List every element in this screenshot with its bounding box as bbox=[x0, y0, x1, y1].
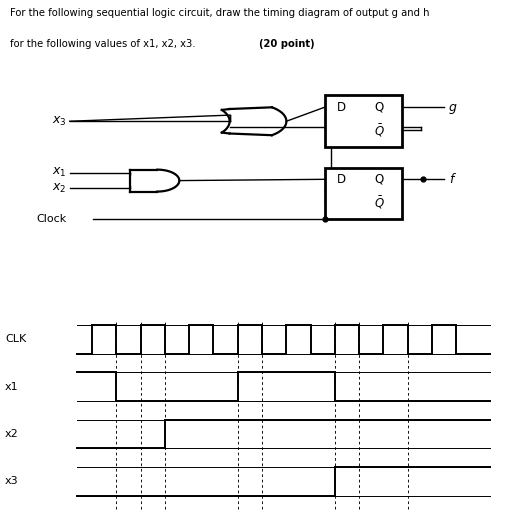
Text: g: g bbox=[449, 101, 457, 114]
Text: f: f bbox=[449, 173, 453, 186]
Bar bbox=[325, 95, 402, 147]
Text: (20 point): (20 point) bbox=[259, 39, 315, 49]
Text: $x_1$: $x_1$ bbox=[52, 166, 66, 180]
Text: D: D bbox=[336, 101, 346, 114]
Text: x1: x1 bbox=[5, 381, 19, 392]
Text: $x_3$: $x_3$ bbox=[52, 115, 66, 128]
Text: Q: Q bbox=[374, 173, 383, 186]
Text: $x_2$: $x_2$ bbox=[52, 182, 66, 195]
Bar bbox=[325, 168, 402, 219]
Text: CLK: CLK bbox=[5, 334, 26, 344]
Text: Clock: Clock bbox=[36, 214, 67, 224]
Text: For the following sequential logic circuit, draw the timing diagram of output g : For the following sequential logic circu… bbox=[10, 8, 430, 18]
Text: x3: x3 bbox=[5, 476, 19, 486]
Text: $\bar{Q}$: $\bar{Q}$ bbox=[374, 195, 385, 211]
Text: Q: Q bbox=[374, 101, 383, 114]
Text: D: D bbox=[336, 173, 346, 186]
Text: for the following values of x1, x2, x3.: for the following values of x1, x2, x3. bbox=[10, 39, 199, 49]
Text: $\bar{Q}$: $\bar{Q}$ bbox=[374, 122, 385, 138]
Text: x2: x2 bbox=[5, 429, 19, 439]
